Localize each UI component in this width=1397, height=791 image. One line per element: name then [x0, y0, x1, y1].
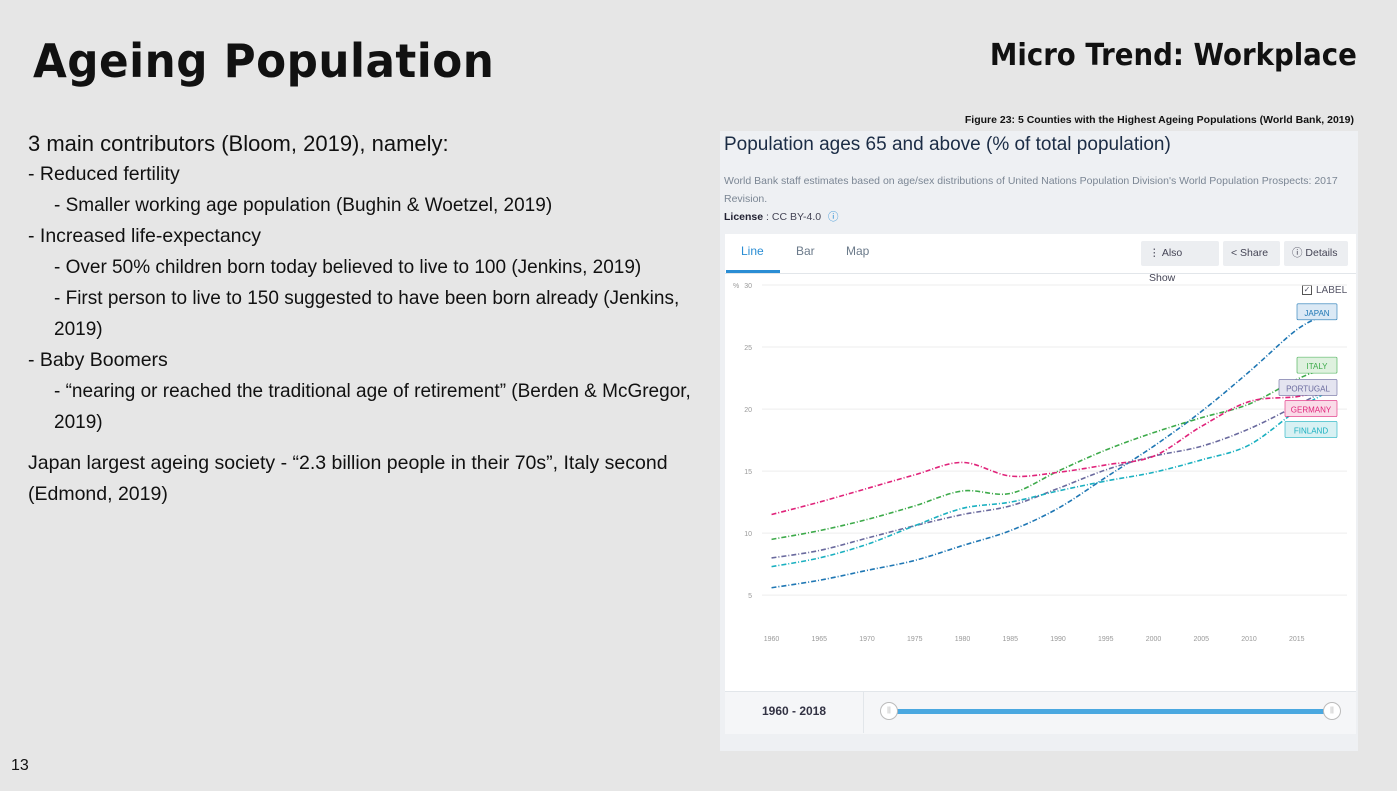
x-tick-label: 2005: [1194, 636, 1210, 643]
x-tick-label: 2010: [1241, 636, 1257, 643]
x-tick-label: 1985: [1003, 636, 1019, 643]
x-tick-label: 1980: [955, 636, 971, 643]
checkbox-icon[interactable]: ✓: [1302, 285, 1312, 296]
x-tick-label: 1975: [907, 636, 923, 643]
indicator-title: Population ages 65 and above (% of total…: [724, 134, 1171, 155]
bullet-item: - Smaller working age population (Bughin…: [54, 195, 553, 216]
y-unit-label: %: [733, 283, 739, 290]
range-label: 1960 - 2018: [761, 704, 827, 718]
series-line-portugal: [771, 389, 1326, 559]
y-tick-label: 20: [744, 407, 752, 414]
bullet-list: 3 main contributors (Bloom, 2019), namel…: [28, 128, 708, 510]
license-label: License: [724, 211, 764, 223]
series-label-box: [1296, 356, 1338, 374]
tab-bar[interactable]: Bar: [796, 244, 815, 258]
series-line-finland: [771, 392, 1326, 568]
series-label-portugal: PORTUGAL: [1286, 384, 1330, 393]
y-tick-label: 25: [744, 345, 752, 352]
chart-card: [725, 234, 1356, 691]
series-label-germany: GERMANY: [1291, 405, 1332, 414]
bullet-item: Japan largest ageing society - “2.3 bill…: [28, 452, 668, 505]
series-label-finland: FINLAND: [1294, 426, 1328, 435]
slide-title: Ageing Population: [33, 34, 495, 88]
series-label-italy: ITALY: [1306, 362, 1328, 371]
tab-divider: [725, 273, 1356, 274]
bullet-item: - Baby Boomers: [28, 349, 168, 371]
series-label-box: [1284, 400, 1338, 417]
x-tick-label: 1960: [764, 636, 780, 643]
series-label-box: [1284, 421, 1338, 438]
x-tick-label: 1970: [859, 636, 875, 643]
bullet-item: - Reduced fertility: [28, 163, 180, 185]
section-title: Micro Trend: Workplace: [990, 38, 1357, 73]
label-toggle-text: LABEL: [1316, 285, 1348, 296]
series-line-italy: [771, 367, 1326, 541]
page-number: 13: [11, 757, 29, 774]
share-button[interactable]: < Share: [1223, 241, 1280, 266]
series-label-box: [1296, 303, 1338, 321]
y-tick-label: 5: [748, 593, 752, 600]
tab-map[interactable]: Map: [846, 244, 870, 258]
y-tick-label: 15: [744, 469, 752, 476]
y-tick-label: 10: [744, 531, 752, 538]
bullet-item: - Over 50% children born today believed …: [54, 257, 642, 278]
bullet-item: - “nearing or reached the traditional ag…: [54, 381, 691, 433]
bullet-item: 3 main contributors (Bloom, 2019), namel…: [28, 131, 449, 156]
bullet-item: - Increased life-expectancy: [28, 225, 262, 247]
license-line: License : CC BY-4.0 ⓘ: [724, 209, 839, 224]
x-tick-label: 1990: [1050, 636, 1066, 643]
details-button[interactable]: ⓘ Details: [1284, 241, 1348, 266]
label-toggle[interactable]: ✓ LABEL: [1302, 285, 1347, 296]
series-line-japan: [771, 314, 1326, 589]
x-tick-label: 2000: [1146, 636, 1162, 643]
line-chart: % 5 10 15 20 25 30 1960 1965 1970 1975 1980 1985 1990…: [733, 283, 1347, 643]
x-tick-label: 1965: [812, 636, 828, 643]
range-slider-track[interactable]: [888, 709, 1333, 714]
y-tick-label: 30: [744, 283, 752, 290]
range-end-handle[interactable]: ||: [1323, 702, 1341, 720]
series-line-germany: [771, 389, 1326, 516]
bullet-item: - First person to live to 150 suggested …: [54, 288, 680, 340]
tab-line[interactable]: Line: [741, 244, 764, 258]
indicator-note: World Bank staff estimates based on age/…: [724, 175, 1338, 205]
license-value: : CC BY-4.0: [766, 211, 822, 223]
also-show-button[interactable]: ⋮ Also Show: [1141, 241, 1219, 284]
series-label-japan: JAPAN: [1304, 309, 1329, 318]
info-icon[interactable]: ⓘ: [828, 211, 839, 223]
series-label-box: [1278, 379, 1338, 396]
figure-caption: Figure 23: 5 Counties with the Highest A…: [964, 114, 1354, 126]
range-start-handle[interactable]: ||: [880, 702, 898, 720]
active-tab-indicator: [726, 270, 780, 273]
range-separator: [863, 692, 864, 733]
x-tick-label: 1995: [1098, 636, 1114, 643]
x-tick-label: 2015: [1289, 636, 1305, 643]
